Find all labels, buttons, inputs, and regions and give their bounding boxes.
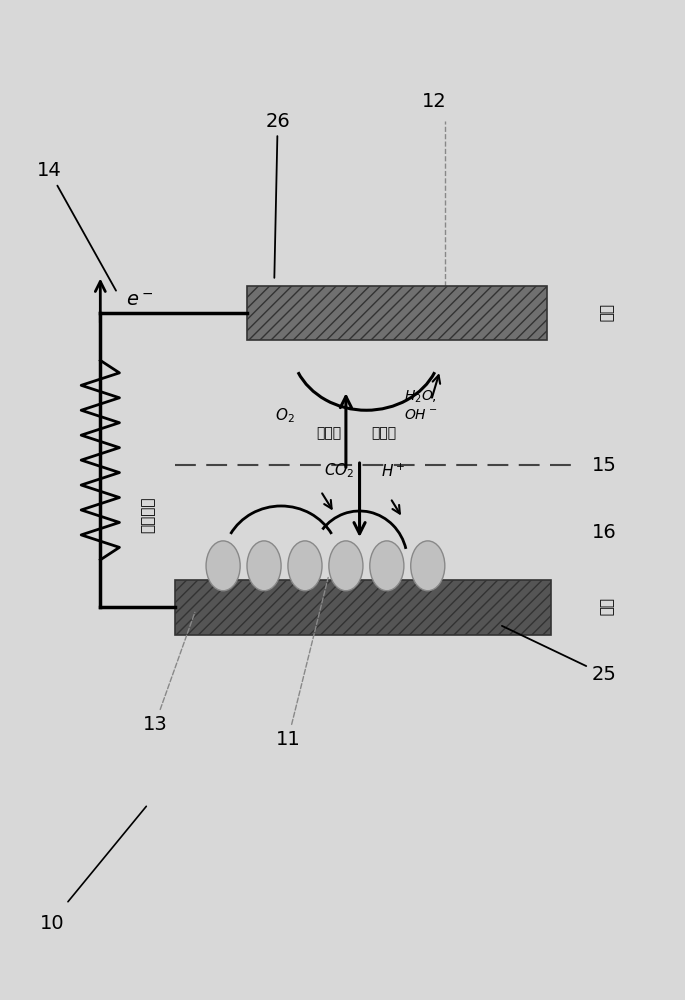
- Text: 阴极: 阴极: [597, 304, 612, 322]
- Bar: [247, 286, 547, 340]
- Text: 16: 16: [592, 523, 616, 542]
- Text: 阳极: 阳极: [597, 598, 612, 616]
- Text: $H^+$: $H^+$: [382, 462, 406, 480]
- Text: 13: 13: [142, 612, 195, 734]
- Text: 10: 10: [40, 914, 65, 933]
- Text: $O_2$: $O_2$: [275, 406, 295, 425]
- Text: 12: 12: [422, 92, 447, 111]
- Circle shape: [247, 541, 281, 591]
- Text: $CO_2$: $CO_2$: [324, 462, 354, 480]
- Bar: [175, 580, 551, 635]
- Text: 25: 25: [502, 626, 616, 684]
- Circle shape: [411, 541, 445, 591]
- Text: 有机物质: 有机物质: [140, 497, 155, 533]
- Text: $H_2O,$
$OH^-$: $H_2O,$ $OH^-$: [404, 389, 438, 422]
- Text: 阳离子: 阳离子: [316, 426, 341, 440]
- Text: 14: 14: [37, 161, 116, 291]
- Circle shape: [329, 541, 363, 591]
- Text: 15: 15: [592, 456, 616, 475]
- Circle shape: [370, 541, 404, 591]
- Text: 阴离子: 阴离子: [371, 426, 396, 440]
- Circle shape: [288, 541, 322, 591]
- Circle shape: [206, 541, 240, 591]
- Text: 26: 26: [265, 112, 290, 278]
- Text: $e^-$: $e^-$: [126, 291, 154, 310]
- Text: 11: 11: [275, 577, 328, 749]
